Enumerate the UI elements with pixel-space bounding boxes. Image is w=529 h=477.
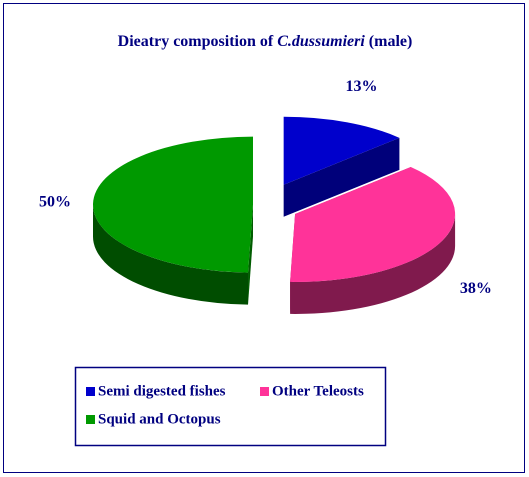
legend-label: Other Teleosts — [272, 383, 364, 399]
legend-swatch — [86, 415, 95, 424]
data-label: 13% — [346, 78, 378, 95]
slice — [283, 116, 400, 185]
slice — [290, 167, 456, 282]
legend-swatch — [260, 387, 269, 396]
slice-side — [290, 213, 456, 314]
title-part: (male) — [365, 33, 413, 50]
legend-label: Squid and Octopus — [98, 411, 221, 427]
data-label: 38% — [460, 280, 492, 297]
slice-cut-face — [248, 204, 254, 305]
slice — [93, 136, 254, 273]
slice-side — [93, 204, 249, 305]
data-label: 50% — [39, 194, 71, 211]
legend-box — [74, 366, 387, 447]
title-part: C.dussumieri — [277, 33, 365, 50]
pie — [93, 116, 456, 314]
legend-label: Semi digested fishes — [98, 383, 226, 399]
slice-cut-face — [283, 137, 400, 217]
title-part: Dieatry composition of — [118, 33, 278, 50]
legend-swatch — [86, 387, 95, 396]
chart-title: Dieatry composition of C.dussumieri (mal… — [118, 33, 413, 50]
